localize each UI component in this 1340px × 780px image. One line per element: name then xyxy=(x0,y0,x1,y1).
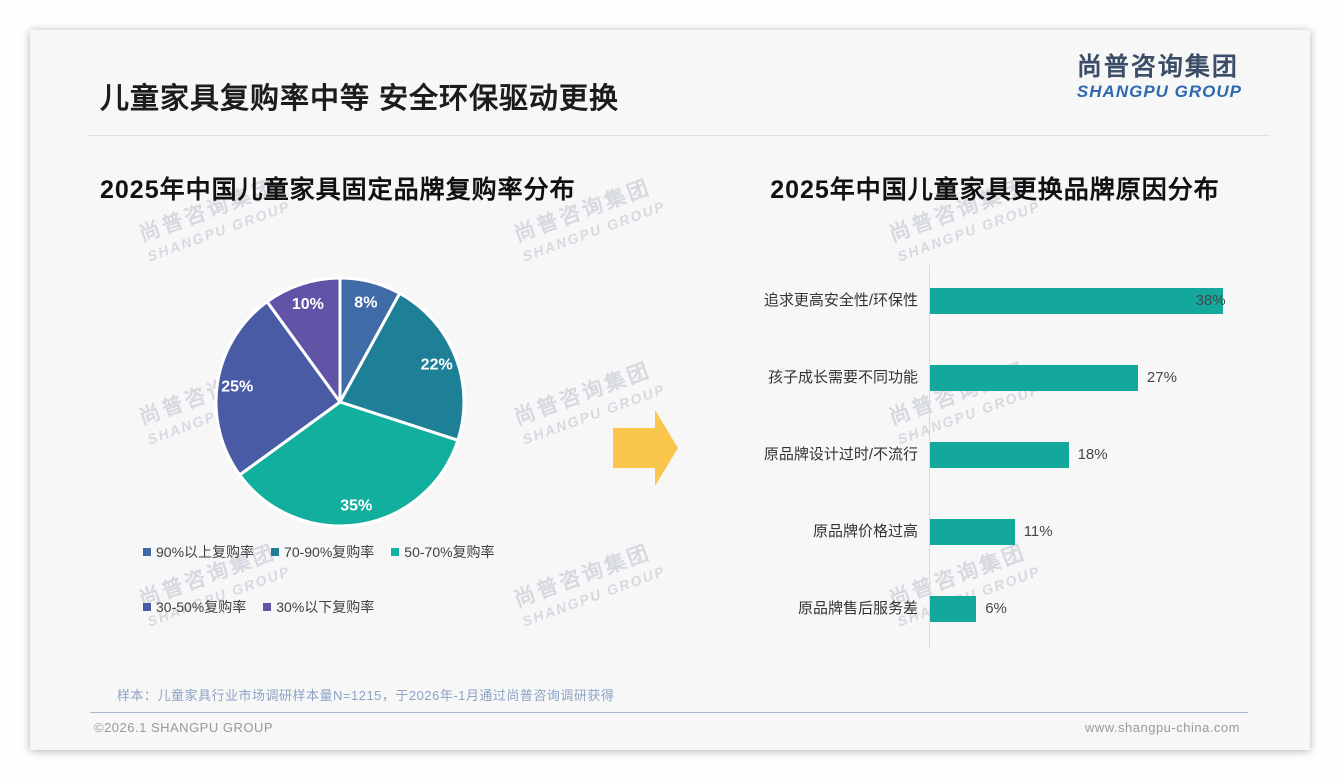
footer-divider xyxy=(90,712,1248,713)
bar-value-label: 27% xyxy=(1146,369,1177,386)
legend-label: 30-50%复购率 xyxy=(156,599,247,615)
arrow-shape xyxy=(613,410,678,486)
sample-note: 样本：儿童家具行业市场调研样本量N=1215，于2026年-1月通过尚普咨询调研… xyxy=(117,688,615,703)
bar-category-label: 原品牌价格过高 xyxy=(812,523,918,540)
legend-item: 50-70%复购率 xyxy=(391,542,495,562)
bar xyxy=(930,596,977,622)
bar-axis-line xyxy=(929,265,930,648)
slide: 尚普咨询集团 SHANGPU GROUP 尚普咨询集团 SHANGPU GROUP 尚普… xyxy=(30,30,1310,750)
legend-item: 30-50%复购率 xyxy=(143,597,246,617)
title-divider xyxy=(88,135,1270,136)
pie-data-label: 22% xyxy=(421,357,453,374)
bar-chart-title: 2025年中国儿童家具更换品牌原因分布 xyxy=(770,176,1220,204)
bar-row: 原品牌设计过时/不流行 18% xyxy=(590,442,1270,468)
legend-item: 90%以上复购率 xyxy=(143,542,254,562)
bar-category-label: 原品牌设计过时/不流行 xyxy=(763,446,918,463)
legend-marker xyxy=(143,548,151,556)
pie-chart: 8% 22% 35% 25% 10% xyxy=(214,276,466,528)
company-logo: 尚普咨询集团 SHANGPU GROUP xyxy=(1076,53,1242,102)
pie-data-label: 8% xyxy=(354,294,377,311)
bar-row: 孩子成长需要不同功能 27% xyxy=(590,365,1270,391)
bar-category-label: 孩子成长需要不同功能 xyxy=(767,369,918,386)
logo-chinese-text: 尚普咨询集团 xyxy=(1076,53,1239,81)
bar-value-label: 6% xyxy=(985,600,1007,617)
legend-item: 30%以下复购率 xyxy=(263,597,374,617)
bar-category-label: 追求更高安全性/环保性 xyxy=(763,292,918,309)
pie-slice xyxy=(238,400,460,528)
bar-row: 追求更高安全性/环保性 38% xyxy=(590,288,1270,314)
legend-row: 30-50%复购率 30%以下复购率 xyxy=(143,597,603,617)
bar-value-label: 38% xyxy=(1195,292,1226,309)
legend-label: 50-70%复购率 xyxy=(404,544,495,560)
bar-value-label: 11% xyxy=(1023,523,1053,540)
pie-legend: 90%以上复购率 70-90%复购率 50-70%复购率 30-50%复购率 30%以下… xyxy=(143,542,603,652)
pie-data-label: 10% xyxy=(292,296,324,313)
bar-value-label: 18% xyxy=(1077,446,1108,463)
page-title: 儿童家具复购率中等 安全环保驱动更换 xyxy=(100,83,620,115)
right-arrow-icon xyxy=(613,410,678,486)
pie-data-label: 35% xyxy=(340,498,372,515)
pie-slice xyxy=(338,291,466,442)
legend-marker xyxy=(271,548,280,556)
bar-category-label: 原品牌售后服务差 xyxy=(797,600,918,617)
bar-row: 原品牌价格过高 11% xyxy=(590,519,1270,545)
bar xyxy=(930,442,1069,468)
legend-marker xyxy=(391,548,400,556)
legend-label: 70-90%复购率 xyxy=(284,544,375,560)
copyright-text: ©2026.1 SHANGPU GROUP xyxy=(94,720,274,735)
legend-marker xyxy=(263,603,272,611)
logo-english-text: SHANGPU GROUP xyxy=(1076,81,1242,101)
pie-slice xyxy=(214,300,342,477)
pie-chart-title: 2025年中国儿童家具固定品牌复购率分布 xyxy=(100,176,576,204)
bar-row: 原品牌售后服务差 6% xyxy=(590,596,1270,622)
legend-row: 90%以上复购率 70-90%复购率 50-70%复购率 xyxy=(143,542,603,562)
website-text: www.shangpu-china.com xyxy=(1084,720,1240,735)
bar xyxy=(930,288,1223,314)
legend-item: 70-90%复购率 xyxy=(271,542,374,562)
legend-label: 30%以下复购率 xyxy=(276,599,375,615)
legend-marker xyxy=(143,603,151,611)
bar xyxy=(930,519,1015,545)
footer: ©2026.1 SHANGPU GROUP www.shangpu-china.… xyxy=(30,720,1310,735)
bar xyxy=(930,365,1138,391)
pie-data-label: 25% xyxy=(221,379,253,396)
legend-label: 90%以上复购率 xyxy=(156,544,255,560)
pie-slice xyxy=(265,276,342,404)
bar-chart: 追求更高安全性/环保性 38% 孩子成长需要不同功能 27% 原品牌设计过时/不流行 18… xyxy=(590,265,1270,655)
